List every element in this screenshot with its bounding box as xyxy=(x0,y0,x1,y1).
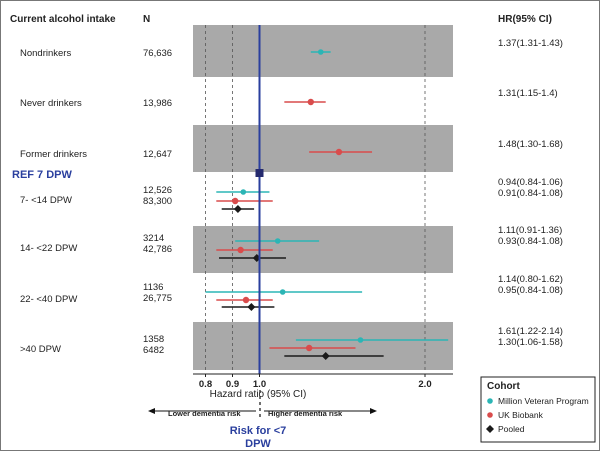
legend-label-1: UK Biobank xyxy=(498,410,544,420)
point-2-0 xyxy=(335,148,343,156)
tick-label-3: 2.0 xyxy=(418,379,431,390)
point-pooled-5 xyxy=(247,303,256,311)
point-6-1 xyxy=(305,344,313,352)
hr-text-0-0: 1.37(1.31-1.43) xyxy=(498,38,563,49)
n-value-3-0: 12,526 xyxy=(143,185,172,196)
reference-label: REF 7 DPW xyxy=(12,169,73,181)
hr-text-6-1: 1.30(1.06-1.58) xyxy=(498,337,563,348)
tick-label-2: 1.0 xyxy=(253,379,266,390)
row-label-2: Former drinkers xyxy=(20,149,87,160)
lower-risk-arrowhead xyxy=(148,408,155,414)
dashed-gridlines xyxy=(205,25,426,372)
point-6-0 xyxy=(357,337,364,343)
legend-box xyxy=(480,376,596,443)
n-value-5-0: 1136 xyxy=(143,282,163,293)
header-n: N xyxy=(143,14,150,25)
point-0-0 xyxy=(317,49,324,55)
hr-text-4-0: 1.11(0.91-1.36) xyxy=(498,225,562,236)
hr-text-3-1: 0.91(0.84-1.08) xyxy=(498,188,563,199)
band-2 xyxy=(193,125,453,172)
point-5-1 xyxy=(242,296,250,304)
tick-label-1: 0.9 xyxy=(226,379,239,390)
hr-text-1-0: 1.31(1.15-1.4) xyxy=(498,88,558,99)
row-label-0: Nondrinkers xyxy=(20,48,71,59)
hr-text-2-0: 1.48(1.30-1.68) xyxy=(498,139,563,150)
higher-risk-label: Higher dementia risk xyxy=(268,409,343,418)
x-axis-label: Hazard ratio (95% CI) xyxy=(210,389,307,400)
higher-risk-arrowhead xyxy=(370,408,377,414)
n-value-3-1: 83,300 xyxy=(143,196,172,207)
n-value-1-0: 13,986 xyxy=(143,98,172,109)
shaded-bands xyxy=(193,25,453,370)
hr-text-6-0: 1.61(1.22-2.14) xyxy=(498,326,563,337)
tick-label-0: 0.8 xyxy=(199,379,212,390)
n-value-0-0: 76,636 xyxy=(143,48,172,59)
estimates-and-intervals xyxy=(205,49,449,360)
n-value-5-1: 26,775 xyxy=(143,293,172,304)
hr-text-5-0: 1.14(0.80-1.62) xyxy=(498,274,563,285)
point-4-0 xyxy=(274,238,281,244)
row-label-5: 22- <40 DPW xyxy=(20,294,77,305)
hr-text-3-0: 0.94(0.84-1.06) xyxy=(498,177,563,188)
row-labels: Nondrinkers 76,636 1.37(1.31-1.43) Never dr… xyxy=(20,38,563,356)
risk-label-line1: Risk for <7 xyxy=(230,425,287,437)
point-pooled-6 xyxy=(321,352,330,360)
header-hr: HR(95% CI) xyxy=(498,14,552,25)
point-3-1 xyxy=(232,197,239,205)
n-value-6-0: 1358 xyxy=(143,334,164,345)
risk-label-line2: DPW xyxy=(245,438,271,450)
x-axis-ticks: 0.8 0.9 1.0 2.0 xyxy=(199,374,432,390)
header-category: Current alcohol intake xyxy=(10,14,116,25)
n-value-2-0: 12,647 xyxy=(143,149,172,160)
point-3-0 xyxy=(240,189,247,195)
hr-text-5-1: 0.95(0.84-1.08) xyxy=(498,285,563,296)
legend: Cohort Million Veteran Program UK Biobank… xyxy=(480,376,596,443)
hr-text-4-1: 0.93(0.84-1.08) xyxy=(498,236,563,247)
legend-marker-1 xyxy=(487,412,493,418)
legend-marker-2 xyxy=(486,425,494,433)
row-label-6: >40 DPW xyxy=(20,344,61,355)
row-label-4: 14- <22 DPW xyxy=(20,243,77,254)
point-1-0 xyxy=(307,98,315,106)
n-value-4-1: 42,786 xyxy=(143,244,172,255)
legend-label-2: Pooled xyxy=(498,424,525,434)
band-6 xyxy=(193,322,453,370)
legend-title: Cohort xyxy=(487,381,520,392)
legend-label-0: Million Veteran Program xyxy=(498,396,589,406)
legend-marker-0 xyxy=(487,398,493,404)
point-5-0 xyxy=(279,289,286,295)
n-value-4-0: 3214 xyxy=(143,233,164,244)
reference-marker xyxy=(255,169,264,177)
lower-risk-label: Lower dementia risk xyxy=(168,409,241,418)
n-value-6-1: 6482 xyxy=(143,345,164,356)
row-label-3: 7- <14 DPW xyxy=(20,195,72,206)
point-4-1 xyxy=(237,246,244,254)
row-label-1: Never drinkers xyxy=(20,98,82,109)
point-pooled-3 xyxy=(233,205,242,213)
